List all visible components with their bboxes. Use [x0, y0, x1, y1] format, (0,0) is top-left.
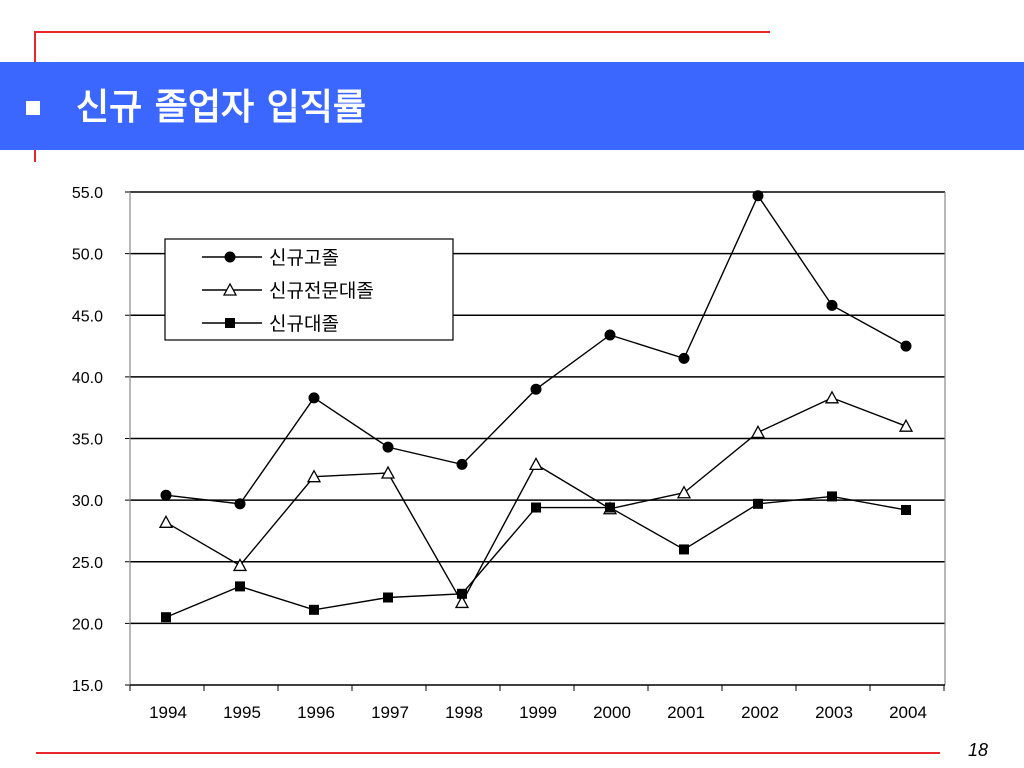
data-point-series-3 [605, 502, 615, 513]
data-point-series-2 [306, 469, 322, 483]
data-point-series-1 [678, 352, 690, 364]
y-tick-label: 50.0 [72, 247, 103, 264]
y-tick-label: 15.0 [72, 678, 103, 695]
title-bar [0, 62, 1024, 150]
data-point-series-1 [308, 392, 320, 404]
data-point-series-3 [753, 498, 763, 509]
x-tick-label: 2003 [815, 703, 853, 722]
top-accent-line [34, 31, 770, 33]
legend-marker-3 [225, 318, 235, 328]
data-point-series-1 [826, 299, 838, 311]
data-point-series-2 [158, 514, 174, 528]
legend-marker-2 [222, 282, 238, 296]
data-point-series-2 [676, 485, 692, 499]
y-tick-label: 40.0 [72, 370, 103, 387]
x-tick-label: 1995 [223, 703, 261, 722]
left-accent-line-top [34, 31, 36, 63]
data-point-series-3 [309, 604, 319, 615]
data-point-series-2 [898, 418, 914, 432]
y-tick-label: 55.0 [72, 185, 103, 202]
data-point-series-2 [232, 558, 248, 572]
data-point-series-1 [752, 190, 764, 202]
x-tick-label: 2002 [741, 703, 779, 722]
series-line-3 [165, 495, 907, 618]
bottom-accent-line [36, 752, 940, 754]
title-bullet [26, 101, 40, 115]
data-point-series-3 [383, 592, 393, 603]
y-tick-label: 30.0 [72, 493, 103, 510]
data-point-series-3 [901, 504, 911, 515]
y-tick-label: 25.0 [72, 555, 103, 572]
x-tick-label: 1999 [519, 703, 557, 722]
x-tick-label: 1998 [445, 703, 483, 722]
x-tick-label: 1996 [297, 703, 335, 722]
data-point-series-2 [824, 390, 840, 404]
data-point-series-3 [161, 612, 171, 623]
data-point-series-1 [234, 498, 246, 510]
data-point-series-1 [900, 340, 912, 352]
x-tick-label: 1997 [371, 703, 409, 722]
legend-label-2: 신규전문대졸 [269, 280, 374, 302]
data-point-series-2 [750, 424, 766, 438]
page-number: 18 [967, 740, 988, 760]
y-tick-label: 20.0 [72, 616, 103, 633]
legend-label-1: 신규고졸 [269, 247, 339, 269]
legend-marker-1 [224, 251, 236, 263]
data-point-series-1 [160, 489, 172, 501]
x-tick-label: 1994 [149, 703, 187, 722]
x-tick-label: 2001 [667, 703, 705, 722]
slide-title: 신규 졸업자 입직률 [76, 87, 367, 128]
data-point-series-3 [457, 588, 467, 599]
x-tick-label: 2000 [593, 703, 631, 722]
data-point-series-1 [530, 383, 542, 395]
data-point-series-3 [679, 544, 689, 555]
data-point-series-3 [235, 581, 245, 592]
data-point-series-1 [604, 329, 616, 341]
data-point-series-2 [528, 457, 544, 471]
y-tick-label: 45.0 [72, 308, 103, 325]
data-point-series-3 [531, 502, 541, 513]
legend-label-3: 신규대졸 [269, 313, 339, 335]
data-point-series-1 [456, 458, 468, 470]
y-tick-label: 35.0 [72, 432, 103, 449]
data-point-series-1 [382, 441, 394, 453]
x-tick-label: 2004 [889, 703, 927, 722]
data-point-series-2 [380, 465, 396, 479]
data-point-series-2 [454, 595, 470, 609]
data-point-series-3 [827, 491, 837, 502]
left-accent-line-bottom [34, 148, 36, 162]
